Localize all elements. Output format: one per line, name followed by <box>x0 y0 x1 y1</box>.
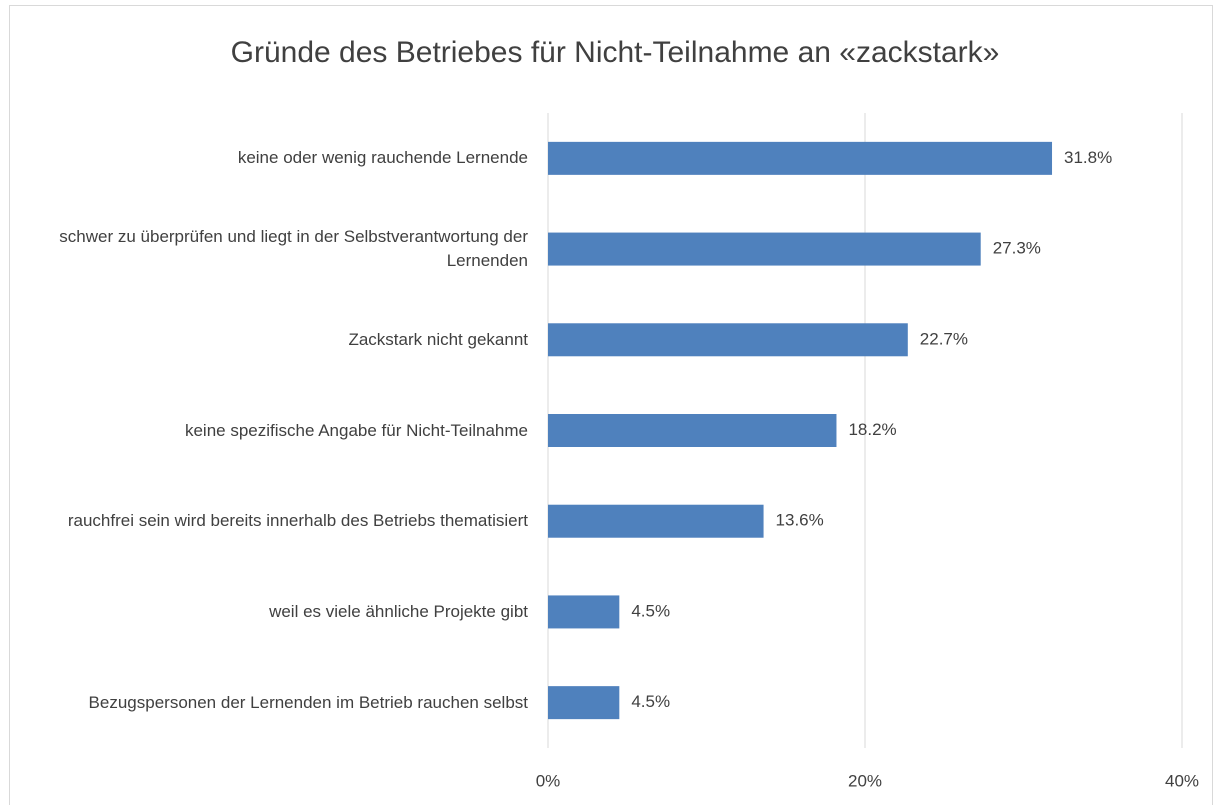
bar <box>548 686 620 720</box>
bar <box>548 141 1053 175</box>
x-tick-label: 0% <box>536 771 561 790</box>
x-tick-label: 40% <box>1165 771 1199 790</box>
y-tick-label: Zackstark nicht gekannt <box>348 329 528 349</box>
bar <box>548 232 981 266</box>
data-label: 31.8% <box>1064 148 1112 167</box>
y-tick-label: keine oder wenig rauchende Lernende <box>237 148 528 168</box>
data-label: 18.2% <box>848 420 896 439</box>
y-tick-label: keine spezifische Angabe für Nicht-Teiln… <box>184 420 528 440</box>
bar <box>548 323 908 357</box>
bar <box>548 414 837 447</box>
data-label: 4.5% <box>631 601 670 620</box>
y-tick-label: schwer zu überprüfen und liegt in der Se… <box>59 227 528 271</box>
data-label: 27.3% <box>993 239 1041 258</box>
data-label: 4.5% <box>631 692 670 711</box>
chart-title: Gründe des Betriebes für Nicht-Teilnahme… <box>231 36 1000 69</box>
data-label: 13.6% <box>776 511 824 530</box>
bar <box>548 595 620 629</box>
data-label: 22.7% <box>920 329 968 348</box>
y-tick-label: weil es viele ähnliche Projekte gibt <box>269 601 528 621</box>
chart-border <box>9 5 1213 805</box>
x-tick-label: 20% <box>848 771 882 790</box>
y-tick-label: rauchfrei sein wird bereits innerhalb de… <box>67 511 528 531</box>
bar <box>548 504 764 538</box>
y-tick-label: Bezugspersonen der Lernenden im Betrieb … <box>88 692 528 712</box>
